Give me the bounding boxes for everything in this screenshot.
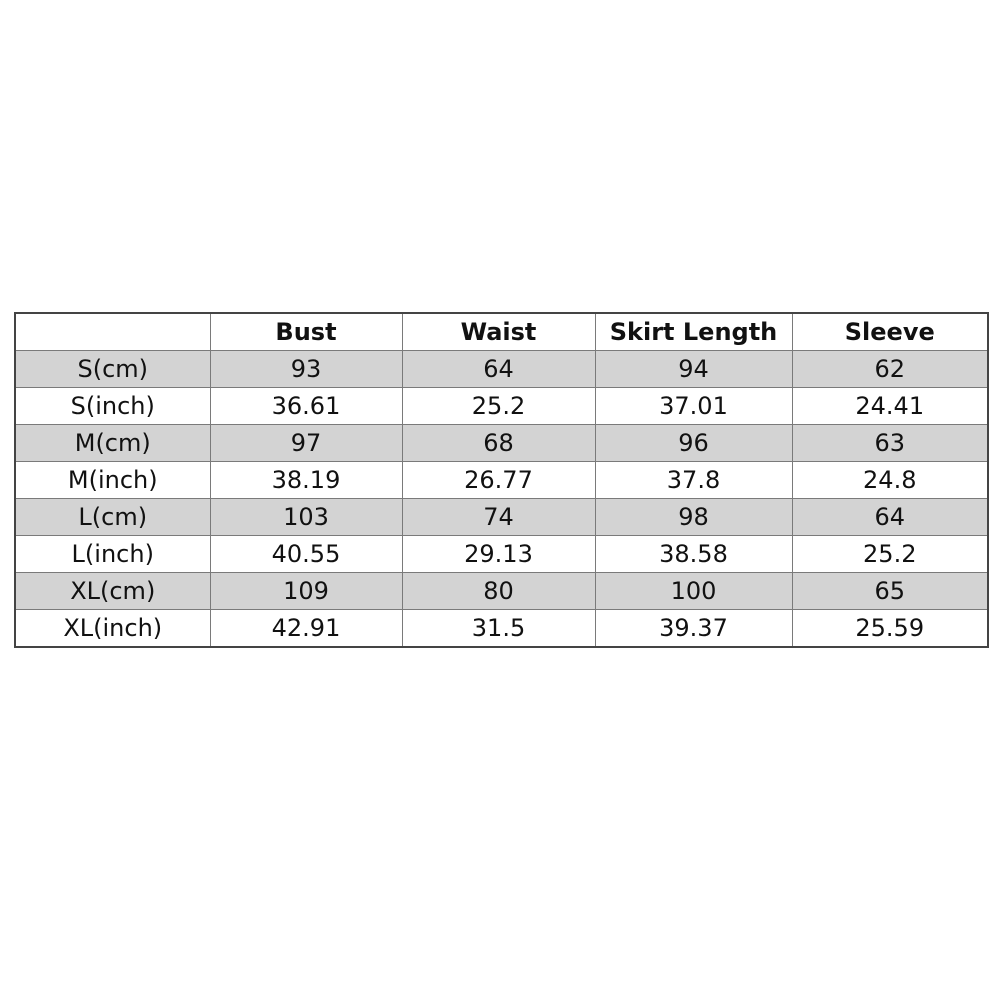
table-cell: 97 xyxy=(209,424,403,462)
header-cell-bust: Bust xyxy=(209,312,403,351)
table-cell: 64 xyxy=(791,498,989,536)
table-cell: 38.58 xyxy=(594,535,793,573)
table-cell: 24.8 xyxy=(791,461,989,499)
table-cell: 64 xyxy=(401,350,596,388)
table-cell: 37.01 xyxy=(594,387,793,425)
row-label-cell: L(cm) xyxy=(14,498,211,536)
table-cell: 25.2 xyxy=(401,387,596,425)
table-cell: 96 xyxy=(594,424,793,462)
size-chart-table: Bust Waist Skirt Length Sleeve S(cm) 93 64… xyxy=(14,312,989,648)
table-cell: 80 xyxy=(401,572,596,610)
row-label-cell: S(cm) xyxy=(14,350,211,388)
row-label-cell: M(inch) xyxy=(14,461,211,499)
table-cell: 25.59 xyxy=(791,609,989,648)
table-row: S(cm) 93 64 94 62 xyxy=(14,350,989,388)
table-row: M(inch) 38.19 26.77 37.8 24.8 xyxy=(14,461,989,499)
row-label-cell: S(inch) xyxy=(14,387,211,425)
table-cell: 103 xyxy=(209,498,403,536)
table-row: XL(inch) 42.91 31.5 39.37 25.59 xyxy=(14,609,989,648)
table-cell: 36.61 xyxy=(209,387,403,425)
table-cell: 29.13 xyxy=(401,535,596,573)
table-cell: 65 xyxy=(791,572,989,610)
row-label-cell: XL(cm) xyxy=(14,572,211,610)
table-row: L(cm) 103 74 98 64 xyxy=(14,498,989,536)
header-row: Bust Waist Skirt Length Sleeve xyxy=(14,312,989,351)
table-cell: 98 xyxy=(594,498,793,536)
table-cell: 31.5 xyxy=(401,609,596,648)
table-row: L(inch) 40.55 29.13 38.58 25.2 xyxy=(14,535,989,573)
table-cell: 74 xyxy=(401,498,596,536)
table-cell: 63 xyxy=(791,424,989,462)
table-cell: 39.37 xyxy=(594,609,793,648)
table-row: XL(cm) 109 80 100 65 xyxy=(14,572,989,610)
table-cell: 68 xyxy=(401,424,596,462)
table-cell: 94 xyxy=(594,350,793,388)
table-row: S(inch) 36.61 25.2 37.01 24.41 xyxy=(14,387,989,425)
table-cell: 100 xyxy=(594,572,793,610)
table-cell: 24.41 xyxy=(791,387,989,425)
table-cell: 40.55 xyxy=(209,535,403,573)
row-label-cell: XL(inch) xyxy=(14,609,211,648)
table-cell: 62 xyxy=(791,350,989,388)
header-cell-empty xyxy=(14,312,211,351)
table-cell: 37.8 xyxy=(594,461,793,499)
table-row: M(cm) 97 68 96 63 xyxy=(14,424,989,462)
table-cell: 109 xyxy=(209,572,403,610)
table-cell: 25.2 xyxy=(791,535,989,573)
header-cell-skirt-length: Skirt Length xyxy=(594,312,793,351)
table-cell: 38.19 xyxy=(209,461,403,499)
row-label-cell: M(cm) xyxy=(14,424,211,462)
header-cell-waist: Waist xyxy=(401,312,596,351)
table-cell: 42.91 xyxy=(209,609,403,648)
header-cell-sleeve: Sleeve xyxy=(791,312,989,351)
table-cell: 26.77 xyxy=(401,461,596,499)
table-cell: 93 xyxy=(209,350,403,388)
row-label-cell: L(inch) xyxy=(14,535,211,573)
